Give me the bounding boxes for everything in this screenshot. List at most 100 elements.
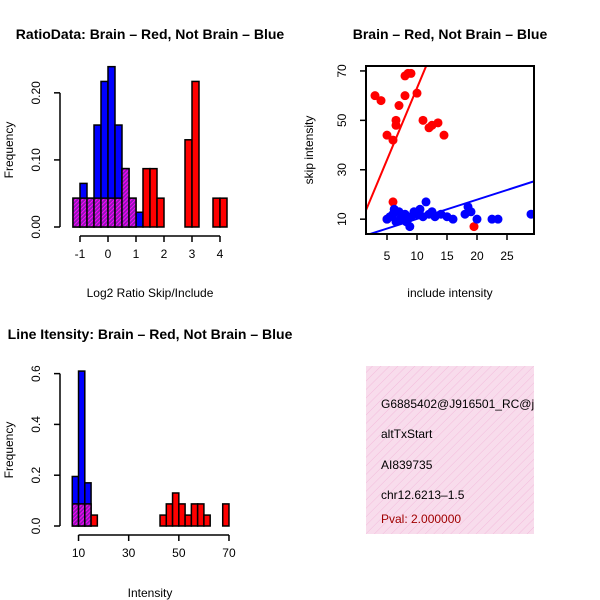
scatter-point-blue xyxy=(472,214,482,224)
ratio-bar-overlap xyxy=(100,197,109,228)
scatter-y-tick-label: 50 xyxy=(335,113,349,127)
ratio-bar-red xyxy=(212,197,221,228)
scatter-point-red xyxy=(400,91,410,101)
ratio-x-tick-label: 1 xyxy=(133,247,140,261)
intensity-hatch-line xyxy=(71,505,79,513)
intensity-x-tick-label: 50 xyxy=(172,546,186,560)
intensity-bar-red xyxy=(190,503,199,527)
intensity-hatch-line xyxy=(84,513,92,521)
scatter-x-tick-label: 20 xyxy=(470,249,484,263)
ratio-hatch-line xyxy=(79,218,88,227)
ratio-bar-red xyxy=(149,167,158,228)
ratio-x-tick-label: 3 xyxy=(189,247,196,261)
scatter-point-blue xyxy=(448,214,458,224)
ratio-histogram-ylabel: Frequency xyxy=(2,122,16,179)
ratio-hatch-line xyxy=(86,202,95,211)
ratio-hatch-line xyxy=(100,198,109,207)
intensity-bar-overlap-fill xyxy=(78,503,85,526)
intensity-x-tick-label: 70 xyxy=(222,546,236,560)
ratio-hatch-line xyxy=(72,210,81,219)
scatter-point-red xyxy=(376,96,386,106)
intensity-histogram-title: Line Itensity: Brain – Red, Not Brain – … xyxy=(8,326,293,342)
ratio-hatch-line xyxy=(121,177,130,185)
ratio-bar-blue xyxy=(135,211,144,228)
ratio-hatch-line xyxy=(93,210,102,219)
scatter-point-blue xyxy=(415,204,425,214)
intensity-histogram-bars xyxy=(71,370,230,527)
ratio-bar-overlap-outline xyxy=(128,197,137,228)
ratio-histogram-xlabel: Log2 Ratio Skip/Include xyxy=(87,286,214,300)
fit-line-red xyxy=(366,66,428,213)
ratio-hatch-line xyxy=(100,210,109,219)
intensity-y-tick-label: 0.2 xyxy=(29,467,43,484)
ratio-bar-overlap xyxy=(93,197,102,228)
intensity-hatch-line xyxy=(71,517,79,525)
ratio-bar-overlap-fill xyxy=(115,198,122,227)
scatter-y-tick-label: 30 xyxy=(335,163,349,177)
intensity-y-tick-label: 0.0 xyxy=(29,517,43,534)
intensity-bar-overlap-fill xyxy=(84,503,92,526)
ratio-hatch-line xyxy=(79,198,88,207)
ratio-hatch-line xyxy=(107,210,116,219)
intensity-bar-blue xyxy=(77,370,86,527)
intensity-bar-red xyxy=(184,514,193,527)
ratio-hatch-line xyxy=(93,202,102,211)
ratio-bar-overlap xyxy=(114,197,123,228)
scatter-axes: 5 10 15 20 25 10 30 50 70 xyxy=(335,64,514,263)
intensity-hatch-line xyxy=(84,509,92,517)
ratio-bar-overlap xyxy=(107,197,116,228)
intensity-x-tick-label: 30 xyxy=(122,546,136,560)
ratio-hatch-line xyxy=(128,202,137,211)
scatter-point-red xyxy=(412,88,422,98)
ratio-bar-red xyxy=(191,80,200,228)
ratio-hatch-line xyxy=(123,221,130,228)
scatter-point-blue xyxy=(526,209,534,219)
intensity-y-tick-label: 0.6 xyxy=(29,365,43,382)
ratio-hatch-line xyxy=(93,214,102,223)
ratio-hatch-line xyxy=(121,205,130,213)
ratio-hatch-line xyxy=(121,213,130,221)
ratio-hatch-line xyxy=(93,198,102,207)
intensity-x-tick-label: 10 xyxy=(72,546,86,560)
scatter-point-blue xyxy=(421,197,431,207)
info-accession: AI839735 xyxy=(381,458,433,472)
scatter-point-red xyxy=(418,115,428,125)
intensity-histogram-axes: 10 30 50 70 0.0 0.2 0.4 0.6 xyxy=(29,365,236,560)
scatter-point-red xyxy=(388,197,398,207)
ratio-hatch-line xyxy=(100,206,109,215)
info-probe-id: G6885402@J916501_RC@j_at xyxy=(381,397,551,411)
scatter-y-tick-label: 70 xyxy=(335,64,349,78)
ratio-hatch-line xyxy=(128,206,137,215)
scatter-frame xyxy=(365,65,535,235)
ratio-hatch-line xyxy=(107,218,116,227)
ratio-hatch-line xyxy=(93,218,102,227)
intensity-hatch-line xyxy=(71,509,79,517)
ratio-hatch-line xyxy=(114,202,123,211)
scatter-y-tick-label: 10 xyxy=(335,212,349,226)
ratio-x-tick-label: 4 xyxy=(217,247,224,261)
scatter-point-red xyxy=(469,222,479,232)
ratio-x-tick-label: 0 xyxy=(105,247,112,261)
ratio-hatch-line xyxy=(100,214,109,223)
intensity-hatch-line xyxy=(84,505,92,513)
ratio-bar-overlap-fill xyxy=(80,198,87,227)
ratio-hatch-line xyxy=(114,210,123,219)
ratio-bar-red xyxy=(156,197,165,228)
ratio-hatch-line xyxy=(128,218,137,227)
intensity-bar-overlap xyxy=(84,503,92,527)
ratio-histogram-panel: RatioData: Brain – Red, Not Brain – Blue… xyxy=(2,26,284,300)
ratio-hatch-line xyxy=(121,189,130,197)
ratio-hatch-line xyxy=(121,193,130,201)
ratio-hatch-line xyxy=(107,202,116,211)
ratio-hatch-line xyxy=(86,218,95,227)
scatter-title: Brain – Red, Not Brain – Blue xyxy=(353,26,548,42)
ratio-hatch-line xyxy=(121,169,130,177)
ratio-hatch-line xyxy=(128,210,137,219)
scatter-plot-area xyxy=(365,65,535,235)
ratio-hatch-line xyxy=(100,202,109,211)
probe-info-panel: G6885402@J916501_RC@j_at altTxStart AI83… xyxy=(366,366,551,534)
intensity-hatch-line xyxy=(78,513,86,521)
info-pval: Pval: 2.000000 xyxy=(381,512,461,526)
